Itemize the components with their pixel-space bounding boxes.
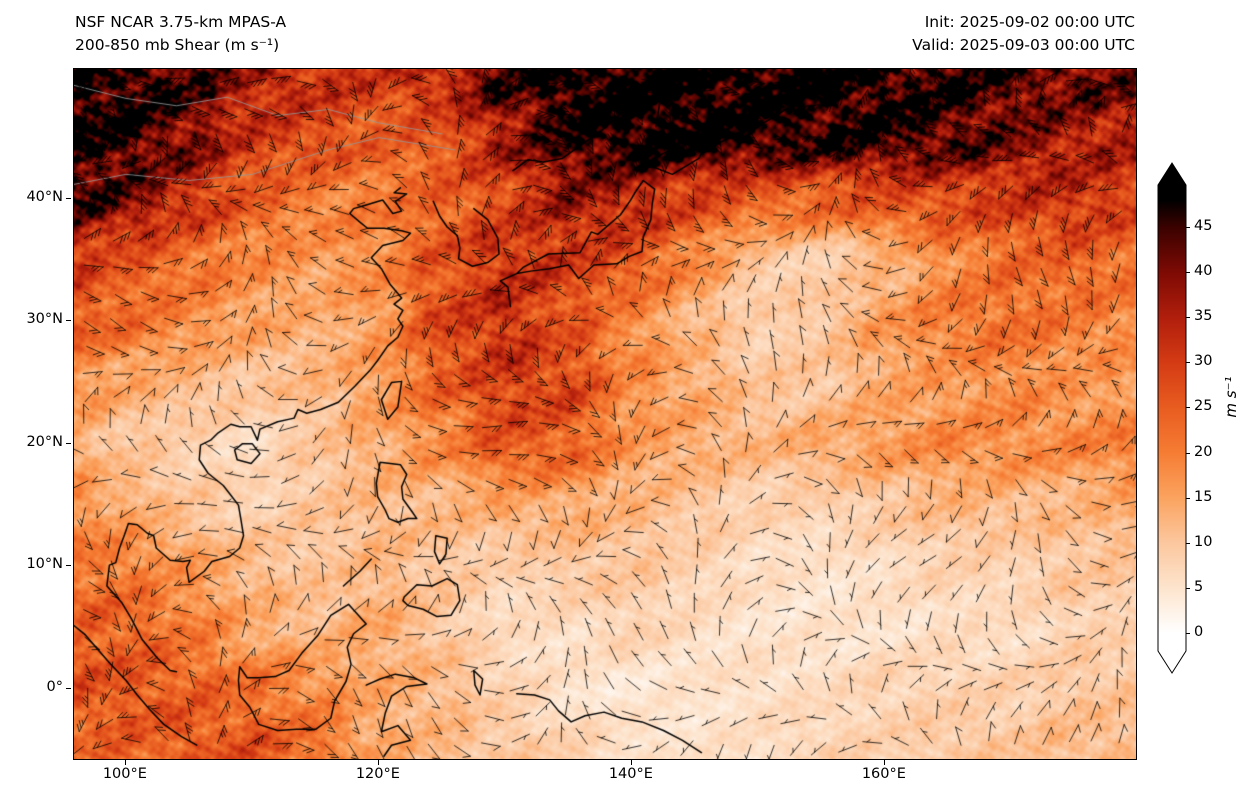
x-tick-label: 120°E bbox=[355, 766, 400, 782]
colorbar-tick-label: 45 bbox=[1194, 218, 1213, 234]
colorbar-tick-mark bbox=[1186, 497, 1190, 499]
y-tick-mark bbox=[66, 320, 71, 322]
plot-title-block: NSF NCAR 3.75-km MPAS-A 200-850 mb Shear… bbox=[75, 11, 286, 57]
y-tick-mark bbox=[66, 565, 71, 567]
x-tick-mark bbox=[124, 760, 126, 765]
colorbar-tick-label: 40 bbox=[1194, 263, 1213, 280]
colorbar-tick-mark bbox=[1186, 317, 1190, 319]
colorbar-tick-mark bbox=[1186, 587, 1190, 589]
colorbar-tick-mark bbox=[1186, 633, 1190, 634]
colorbar-tick-label: 5 bbox=[1194, 578, 1204, 595]
y-tick-label: 0° bbox=[46, 678, 63, 695]
y-tick-mark bbox=[66, 442, 71, 444]
colorbar-tick-mark bbox=[1186, 452, 1190, 454]
colorbar-tick-label: 35 bbox=[1194, 308, 1213, 325]
y-tick-label: 30°N bbox=[26, 311, 63, 328]
colorbar bbox=[1157, 162, 1187, 674]
colorbar-tick-mark bbox=[1186, 542, 1190, 544]
x-tick-mark bbox=[630, 760, 632, 765]
colorbar-tick-mark bbox=[1186, 227, 1190, 228]
plot-title-line2: 200-850 mb Shear (m s⁻¹) bbox=[75, 36, 280, 54]
colorbar-tick-label: 0 bbox=[1194, 624, 1204, 640]
x-tick-mark bbox=[883, 760, 885, 765]
map-plot-area bbox=[73, 68, 1137, 760]
shear-heatmap-canvas bbox=[74, 69, 1136, 759]
x-tick-label: 100°E bbox=[102, 766, 147, 782]
y-tick-label: 20°N bbox=[26, 433, 63, 450]
y-tick-label: 10°N bbox=[26, 556, 63, 573]
run-time-block: Init: 2025-09-02 00:00 UTC Valid: 2025-0… bbox=[912, 11, 1135, 57]
x-tick-label: 160°E bbox=[861, 766, 906, 782]
colorbar-tick-label: 20 bbox=[1194, 443, 1213, 460]
colorbar-tick-label: 10 bbox=[1194, 533, 1213, 550]
colorbar-tick-mark bbox=[1186, 407, 1190, 409]
colorbar-tick-label: 30 bbox=[1194, 353, 1213, 370]
colorbar-unit-label: m s⁻¹ bbox=[1222, 376, 1240, 418]
y-tick-mark bbox=[66, 197, 71, 199]
y-tick-mark bbox=[66, 687, 71, 689]
colorbar-tick-label: 15 bbox=[1194, 488, 1213, 505]
x-tick-mark bbox=[377, 760, 379, 765]
x-tick-label: 140°E bbox=[608, 766, 653, 782]
plot-title-line1: NSF NCAR 3.75-km MPAS-A bbox=[75, 13, 287, 31]
y-tick-label: 40°N bbox=[26, 188, 63, 205]
colorbar-tick-label: 25 bbox=[1194, 398, 1213, 415]
colorbar-tick-mark bbox=[1186, 272, 1190, 274]
valid-time-label: Valid: 2025-09-03 00:00 UTC bbox=[912, 36, 1135, 54]
init-time-label: Init: 2025-09-02 00:00 UTC bbox=[924, 13, 1135, 31]
colorbar-tick-mark bbox=[1186, 362, 1190, 364]
